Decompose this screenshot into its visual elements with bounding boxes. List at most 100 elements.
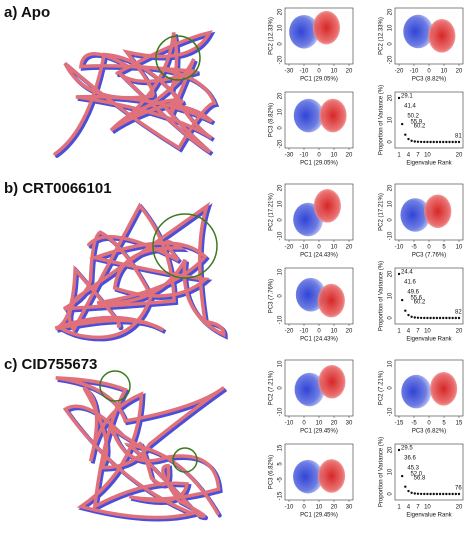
y-tick-label: 0 — [388, 140, 394, 144]
y-tick-label: 10 — [388, 200, 394, 207]
cloud-blue — [293, 459, 323, 494]
cloud-blue — [400, 198, 431, 232]
x-tick-label: 7 — [416, 153, 420, 159]
scree-point — [397, 272, 401, 276]
x-tick-label: -10 — [410, 69, 419, 75]
scree-label: 49.6 — [407, 290, 419, 296]
x-tick-label: 30 — [346, 421, 353, 427]
scree-point — [451, 140, 454, 144]
y-axis-label: PC2 (17.21%) — [269, 193, 275, 231]
y-tick-label: -10 — [388, 407, 394, 416]
x-tick-label: 0 — [427, 245, 431, 251]
x-tick-label: 30 — [346, 505, 353, 511]
scree-point — [448, 140, 451, 144]
x-tick-label: 0 — [302, 505, 306, 511]
x-tick-label: -15 — [395, 421, 404, 427]
x-tick-label: 20 — [456, 505, 463, 511]
scree-point — [445, 316, 448, 320]
scree-label: 56.8 — [414, 476, 426, 482]
y-axis-label: Proportion of Variance (%) — [379, 85, 385, 155]
y-axis-label: PC2 (12.33%) — [379, 17, 385, 55]
panel-label: c) CID755673 — [4, 356, 97, 373]
plot-frame — [394, 267, 464, 325]
x-tick-label: 10 — [424, 153, 431, 159]
y-tick-label: 0 — [388, 42, 394, 46]
y-tick-label: -10 — [278, 407, 284, 416]
y-tick-label: 0 — [278, 126, 284, 130]
plot-frame — [394, 443, 464, 501]
y-tick-label: 10 — [388, 116, 394, 123]
scree-label: 60.2 — [414, 300, 426, 306]
scree-point — [407, 313, 410, 317]
x-axis-label: PC1 (24.43%) — [300, 253, 338, 259]
x-tick-label: 20 — [346, 245, 353, 251]
scree-label: 24.4 — [401, 270, 413, 276]
x-tick-label: 10 — [456, 245, 463, 251]
scree-point — [419, 140, 423, 144]
x-tick-label: 20 — [346, 153, 353, 159]
x-tick-label: 10 — [316, 505, 323, 511]
x-tick-label: 20 — [456, 69, 463, 75]
x-tick-label: -30 — [285, 153, 294, 159]
y-tick-label: 10 — [278, 200, 284, 207]
scree-point — [400, 474, 404, 478]
y-axis-label: PC3 (6.82%) — [269, 455, 275, 489]
x-tick-label: 5 — [442, 245, 446, 251]
highlight-circle — [99, 370, 131, 402]
x-tick-label: 4 — [407, 329, 411, 335]
scree-label: 55.6 — [410, 296, 422, 302]
scree-point — [416, 316, 420, 320]
scree-point — [432, 316, 435, 320]
y-axis-label: PC2 (17.21%) — [379, 193, 385, 231]
y-tick-label: -5 — [278, 477, 284, 483]
x-tick-label: 0 — [427, 421, 431, 427]
y-tick-label: 20 — [388, 270, 394, 277]
x-axis-label: PC1 (29.05%) — [300, 161, 338, 167]
scree-label: 41.4 — [404, 104, 416, 110]
scree-point — [429, 492, 432, 496]
cloud-red — [429, 372, 458, 406]
ribbon-red — [53, 30, 217, 156]
scree-point — [400, 122, 404, 126]
y-tick-label: 10 — [278, 108, 284, 115]
plot-frame — [394, 91, 464, 149]
scree-point — [410, 315, 413, 318]
y-tick-label: -20 — [278, 55, 284, 64]
scree-label: 29.1 — [401, 94, 413, 100]
x-tick-label: 4 — [407, 505, 411, 511]
x-axis-label: PC3 (8.82%) — [412, 77, 446, 83]
x-tick-label: 0 — [317, 245, 321, 251]
scree-label: 60.2 — [414, 124, 426, 130]
y-tick-label: 0 — [388, 386, 394, 390]
ribbon-red — [55, 376, 226, 520]
scree-point — [432, 492, 435, 496]
x-tick-label: 10 — [441, 69, 448, 75]
y-tick-label: 20 — [278, 8, 284, 15]
scree-point — [438, 492, 442, 496]
x-tick-label: 10 — [331, 153, 338, 159]
scree-point — [457, 492, 461, 496]
scree-point — [419, 316, 423, 320]
x-tick-label: 0 — [317, 153, 321, 159]
x-axis-label: PC3 (7.76%) — [412, 253, 446, 259]
x-tick-label: 20 — [456, 329, 463, 335]
scree-point — [442, 492, 445, 496]
cloud-red — [313, 189, 341, 223]
x-tick-label: 10 — [331, 245, 338, 251]
y-tick-label: 10 — [278, 24, 284, 31]
scree-point — [448, 492, 451, 496]
x-tick-label: -10 — [300, 329, 309, 335]
scree-point — [445, 140, 448, 144]
x-tick-label: -20 — [285, 329, 294, 335]
scree-label: 50.2 — [407, 114, 419, 120]
x-tick-label: -30 — [285, 69, 294, 75]
y-tick-label: 10 — [388, 360, 394, 367]
y-tick-label: 10 — [388, 292, 394, 299]
scree-point — [416, 492, 420, 496]
x-tick-label: 1 — [397, 505, 401, 511]
x-tick-label: 1 — [397, 329, 401, 335]
cloud-blue — [289, 14, 320, 49]
x-tick-label: 10 — [424, 329, 431, 335]
x-tick-label: 20 — [331, 421, 338, 427]
scree-point — [451, 492, 454, 496]
